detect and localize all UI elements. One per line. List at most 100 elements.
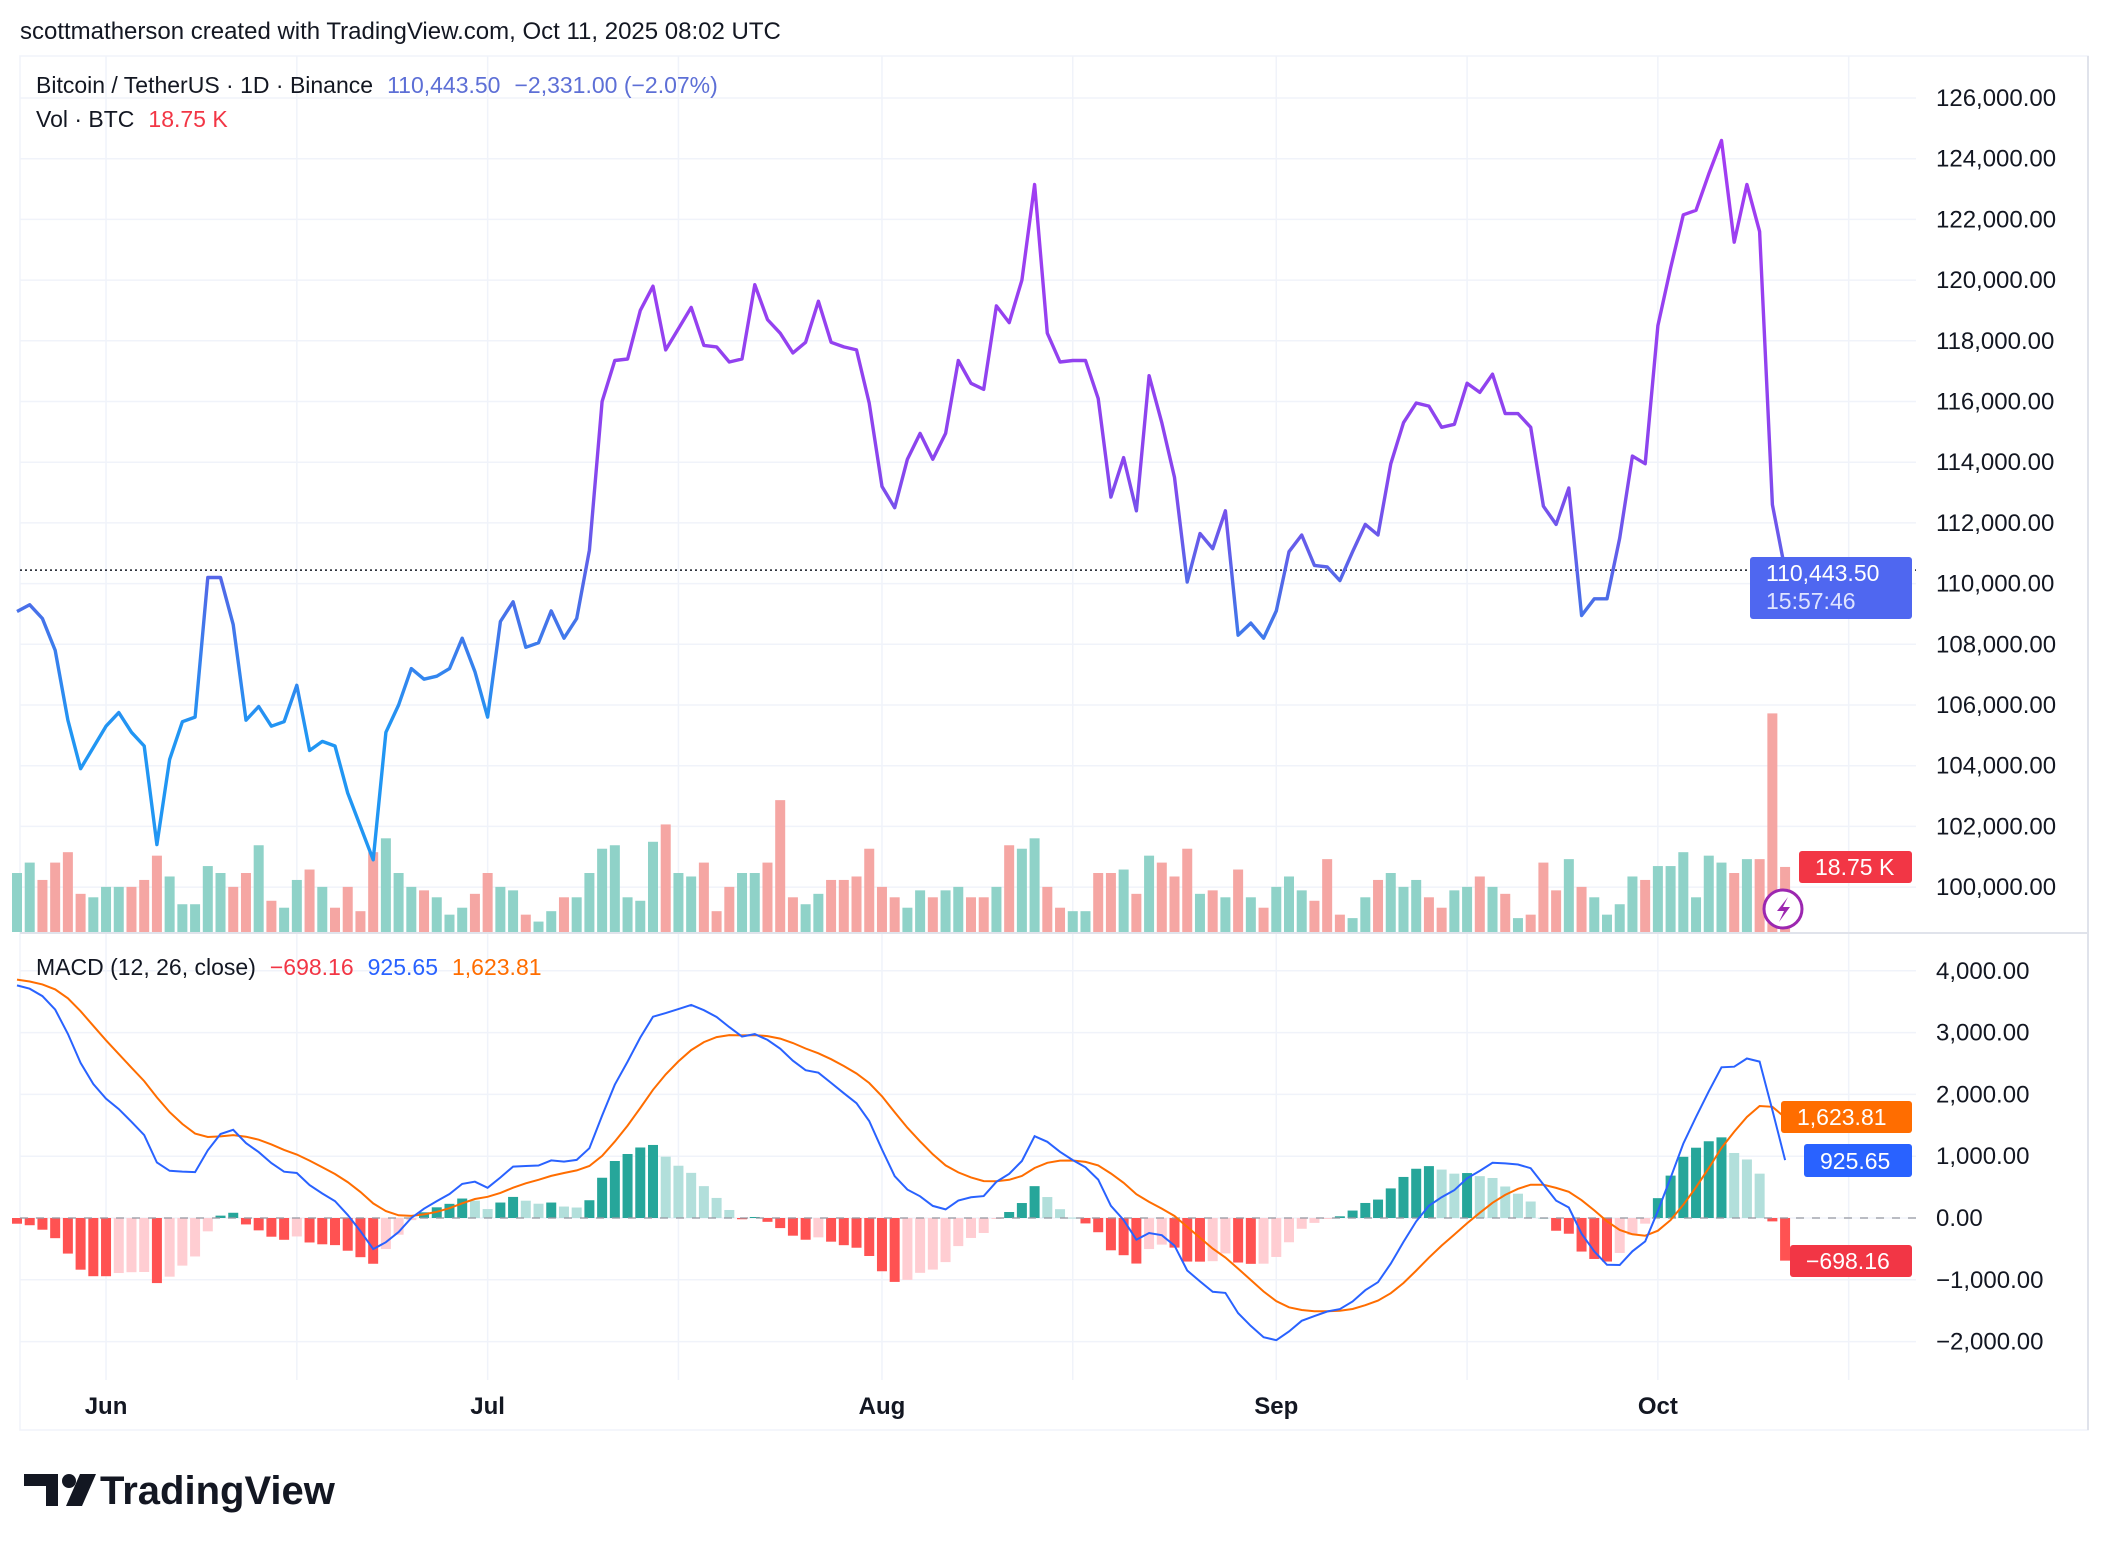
price-line bbox=[16, 138, 1787, 862]
volume-bar bbox=[1551, 890, 1562, 932]
volume-bar bbox=[1449, 890, 1460, 932]
volume-bar bbox=[469, 893, 480, 932]
macd-histogram-bar bbox=[444, 1203, 455, 1218]
macd-histogram-bar bbox=[368, 1218, 379, 1264]
macd-histogram-bar bbox=[597, 1177, 608, 1218]
volume-legend[interactable]: Vol · BTC 18.75 K bbox=[36, 106, 228, 132]
macd-histogram-bar bbox=[253, 1218, 264, 1231]
macd-histogram-bar bbox=[851, 1218, 862, 1248]
price-tick-label: 120,000.00 bbox=[1936, 267, 2056, 294]
macd-histogram-bar bbox=[1385, 1188, 1396, 1218]
volume-bar bbox=[151, 855, 162, 932]
time-axis[interactable]: Jun Jul Aug Sep Oct bbox=[85, 1393, 1678, 1420]
macd-histogram-bar bbox=[1563, 1218, 1574, 1234]
volume-bar bbox=[1398, 886, 1409, 932]
macd-histogram-bar bbox=[915, 1218, 926, 1273]
macd-histogram-bar bbox=[1729, 1152, 1740, 1218]
volume-bar bbox=[393, 873, 404, 932]
macd-histogram-bar bbox=[635, 1147, 646, 1218]
macd-histogram-bar bbox=[279, 1218, 290, 1240]
volume-bar bbox=[1144, 855, 1155, 932]
volume-bar bbox=[101, 886, 112, 932]
macd-histogram-bar bbox=[113, 1218, 124, 1274]
macd-histogram-bar bbox=[1118, 1218, 1129, 1256]
macd-histogram-bar bbox=[151, 1218, 162, 1284]
volume-value: 18.75 K bbox=[148, 106, 228, 132]
volume-bar bbox=[826, 879, 837, 932]
volume-bar bbox=[1462, 886, 1473, 932]
volume-bar bbox=[75, 893, 86, 932]
macd-histogram-bar bbox=[711, 1197, 722, 1218]
volume-bar bbox=[1360, 897, 1371, 932]
macd-histogram-bar bbox=[482, 1209, 493, 1218]
macd-histogram-bar bbox=[355, 1218, 366, 1258]
macd-axis[interactable]: 4,000.00 3,000.00 2,000.00 1,000.00 0.00 −1,0… bbox=[1936, 958, 2043, 1356]
volume-bar bbox=[1538, 862, 1549, 932]
volume-bar bbox=[902, 907, 913, 932]
price-badge: 110,443.50 15:57:46 bbox=[1750, 557, 1912, 619]
last-price-value: 110,443.50 bbox=[387, 72, 500, 98]
volume-bar bbox=[177, 904, 188, 932]
macd-histogram bbox=[12, 1137, 1791, 1284]
lightning-icon[interactable] bbox=[1762, 888, 1804, 930]
macd-legend[interactable]: MACD (12, 26, close) −698.16 925.65 1,623.8… bbox=[36, 954, 542, 980]
volume-bar bbox=[635, 900, 646, 932]
volume-bar bbox=[1563, 859, 1574, 932]
price-tick-label: 104,000.00 bbox=[1936, 753, 2056, 780]
svg-text:925.65: 925.65 bbox=[1820, 1148, 1890, 1174]
macd-tick-label: 1,000.00 bbox=[1936, 1143, 2029, 1170]
volume-bar bbox=[546, 911, 557, 932]
volume-bar bbox=[1296, 890, 1307, 932]
macd-histogram-bar bbox=[1029, 1186, 1040, 1218]
volume-bar bbox=[1093, 873, 1104, 932]
volume-bar bbox=[915, 890, 926, 932]
watermark-text: scottmatherson created with TradingView.… bbox=[20, 18, 781, 45]
macd-histogram-bar bbox=[266, 1218, 277, 1237]
macd-histogram-bar bbox=[698, 1186, 709, 1218]
macd-histogram-bar bbox=[1309, 1218, 1320, 1223]
macd-histogram-bar bbox=[1551, 1218, 1562, 1231]
price-tick-label: 110,000.00 bbox=[1936, 571, 2054, 598]
volume-bar bbox=[584, 873, 595, 932]
macd-tick-label: 4,000.00 bbox=[1936, 958, 2029, 985]
macd-histogram-bar bbox=[393, 1218, 404, 1235]
macd-histogram-bar bbox=[1525, 1201, 1536, 1218]
volume-bar bbox=[406, 886, 417, 932]
svg-text:1,623.81: 1,623.81 bbox=[1797, 1104, 1887, 1130]
macd-histogram-bar bbox=[1500, 1186, 1511, 1218]
volume-bar bbox=[1487, 886, 1498, 932]
volume-bar bbox=[266, 900, 277, 932]
macd-histogram-bar bbox=[737, 1218, 748, 1220]
volume-bar bbox=[1525, 914, 1536, 932]
volume-bar bbox=[1614, 904, 1625, 932]
macd-tick-label: −2,000.00 bbox=[1936, 1329, 2043, 1356]
macd-histogram-bar bbox=[50, 1218, 61, 1239]
volume-bar bbox=[737, 873, 748, 932]
macd-histogram-bar bbox=[1767, 1218, 1778, 1222]
macd-histogram-bar bbox=[1182, 1218, 1193, 1262]
volume-bar bbox=[342, 886, 353, 932]
macd-histogram-bar bbox=[1271, 1218, 1282, 1257]
macd-histogram-bar bbox=[978, 1218, 989, 1233]
price-tick-label: 126,000.00 bbox=[1936, 85, 2056, 112]
volume-bar bbox=[24, 862, 35, 932]
volume-bar bbox=[838, 879, 849, 932]
volume-bar bbox=[1245, 897, 1256, 932]
volume-bar bbox=[1067, 911, 1078, 932]
tradingview-logo[interactable]: TradingView bbox=[24, 1469, 336, 1513]
price-axis[interactable]: 126,000.00 124,000.00 122,000.00 120,000.00… bbox=[1936, 85, 2056, 901]
volume-bar bbox=[164, 876, 175, 932]
volume-bar bbox=[1233, 869, 1244, 932]
volume-bar bbox=[1207, 890, 1218, 932]
macd-histogram-bar bbox=[215, 1215, 226, 1218]
symbol-label[interactable]: Bitcoin / TetherUS · 1D · Binance 110,443… bbox=[36, 72, 718, 98]
macd-histogram-bar bbox=[1156, 1218, 1167, 1245]
macd-histogram-bar bbox=[1780, 1218, 1791, 1261]
macd-histogram-bar bbox=[1042, 1197, 1053, 1218]
signal-line bbox=[16, 978, 1786, 1313]
macd-histogram-bar bbox=[686, 1172, 697, 1218]
macd-histogram-bar bbox=[1652, 1198, 1663, 1218]
macd-histogram-bar bbox=[838, 1218, 849, 1246]
volume-bar bbox=[1284, 876, 1294, 932]
